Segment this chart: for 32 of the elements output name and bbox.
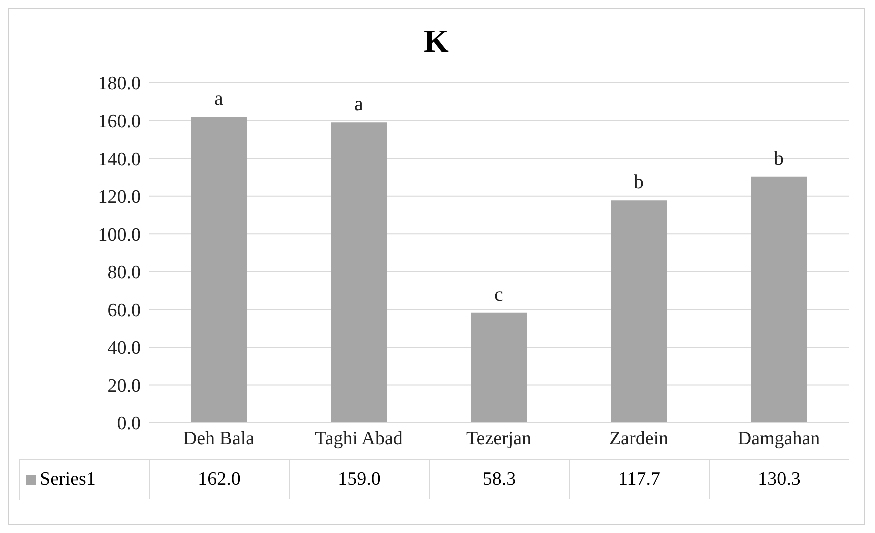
data-label: 162.0: [149, 459, 289, 499]
bar: [331, 122, 387, 423]
y-tick-label: 100.0: [98, 224, 141, 246]
data-label: 117.7: [569, 459, 709, 499]
bar: [611, 200, 667, 423]
annotation: c: [494, 284, 504, 306]
y-tick-label: 60.0: [108, 300, 141, 322]
y-tick-label: 80.0: [108, 262, 141, 284]
chart-title: K: [423, 22, 450, 61]
data-label: 159.0: [289, 459, 429, 499]
x-tick-label: Deh Bala: [183, 428, 256, 450]
bar: [751, 176, 807, 423]
y-tick-label: 120.0: [98, 187, 141, 208]
bar: [191, 117, 247, 423]
annotation: b: [774, 148, 784, 170]
y-tick-label: 40.0: [108, 338, 141, 360]
bar: [471, 312, 527, 423]
x-tick-label: Zardein: [609, 428, 670, 450]
y-tick-label: 0.0: [117, 414, 141, 435]
annotation: a: [354, 94, 364, 116]
y-tick-label: 140.0: [98, 149, 141, 170]
y-tick-label: 180.0: [98, 74, 141, 95]
x-tick-label: Tezerjan: [466, 428, 532, 450]
y-tick-label: 20.0: [108, 376, 141, 397]
x-tick-label: Damgahan: [738, 428, 821, 450]
x-tick-label: Taghi Abad: [315, 428, 404, 450]
annotation: a: [214, 88, 224, 110]
legend-label: Series1: [40, 469, 96, 491]
y-tick-label: 160.0: [98, 112, 141, 133]
annotation: b: [634, 172, 644, 194]
data-label: 58.3: [429, 459, 569, 499]
data-label: 130.3: [709, 459, 849, 499]
